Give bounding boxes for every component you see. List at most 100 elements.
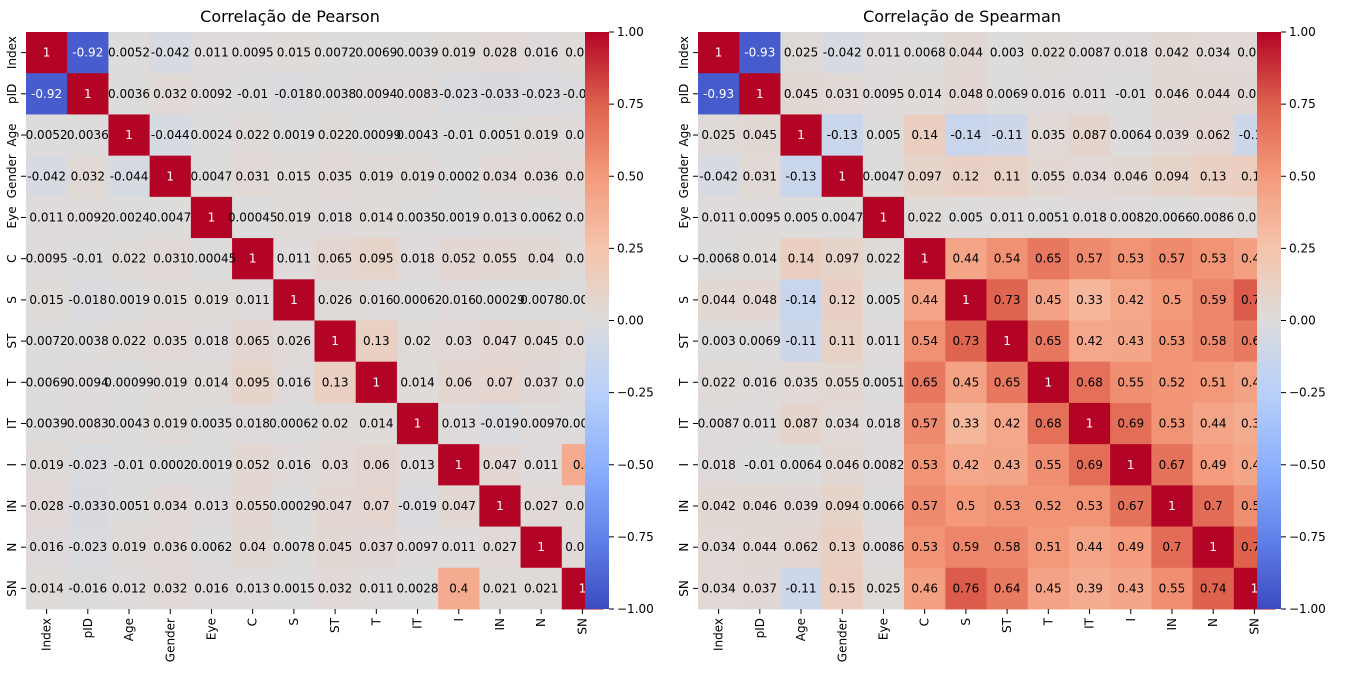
pearson-cell-label: 0.032 [153, 87, 187, 101]
spearman-cell-pID-I [1110, 73, 1152, 115]
pearson-cell-label: 0.0036 [67, 128, 109, 142]
pearson-cell-Index-Index [26, 32, 68, 74]
spearman-cell-label: 0.0051 [862, 375, 904, 389]
pearson-cell-Age-S [273, 114, 315, 157]
pearson-cell-Eye-Index [26, 196, 68, 239]
spearman-cell-label: 0.0069 [739, 334, 781, 348]
pearson-cell-label: 1 [331, 334, 339, 348]
pearson-cell-label: 0.00062 [269, 417, 319, 431]
spearman-cell-label: 0.46 [911, 581, 938, 595]
spearman-cell-label: 0.49 [1117, 540, 1144, 554]
spearman-cell-N-Age [780, 526, 823, 569]
pearson-cell-label: -0.023 [439, 87, 478, 101]
spearman-cell-C-IN [1151, 238, 1194, 280]
pearson-cell-label: 0.13 [363, 334, 390, 348]
spearman-cell-label: 0.045 [784, 87, 818, 101]
spearman-cell-label: 0.55 [1035, 458, 1062, 472]
spearman-cell-label: 0.046 [1155, 87, 1189, 101]
spearman-cell-pID-Gender [821, 73, 864, 115]
spearman-cell-label: 0.0082 [1110, 210, 1152, 224]
spearman-y-tick-label: ST [677, 333, 691, 349]
spearman-cell-Index-pID [739, 32, 781, 74]
spearman-cell-label: 0.39 [1076, 581, 1103, 595]
spearman-cell-SN-IN [1151, 567, 1194, 610]
pearson-cell-label: 0.011 [442, 540, 476, 554]
spearman-cell-SN-T [1027, 567, 1070, 610]
pearson-cell-Gender-Index [26, 155, 68, 198]
spearman-cell-label: 0.53 [911, 540, 938, 554]
pearson-cell-label: 0.016 [524, 46, 558, 60]
pearson-cell-T-C [232, 361, 274, 404]
spearman-cell-Index-IT [1068, 32, 1111, 74]
pearson-cell-ST-I [438, 320, 480, 363]
spearman-x-tick-label: IN [1165, 618, 1179, 631]
pearson-cell-pID-ST [314, 73, 357, 115]
pearson-cell-pID-IN [479, 73, 522, 115]
pearson-cell-label: 0.0019 [438, 210, 480, 224]
pearson-cell-IT-IN [479, 402, 522, 445]
pearson-cell-SN-T [355, 567, 398, 610]
spearman-cell-Age-N [1192, 114, 1235, 157]
pearson-cell-label: -0.016 [68, 581, 107, 595]
pearson-cell-label: 0.0019 [190, 458, 232, 472]
pearson-cell-T-I [438, 361, 480, 404]
spearman-cell-label: 0.12 [829, 293, 856, 307]
spearman-cell-ST-ST [986, 320, 1029, 363]
spearman-colorbar-tick-label: −1.00 [1289, 602, 1326, 616]
pearson-cell-label: 0.013 [483, 210, 517, 224]
spearman-cell-label: 0.43 [994, 458, 1021, 472]
spearman-cell-S-Gender [821, 279, 864, 321]
spearman-cell-ST-IN [1151, 320, 1194, 363]
pearson-cell-C-I [438, 238, 480, 280]
spearman-cell-labels: 1 -0.93 0.025 -0.042 0.011 0.0068 0.044 0.003 0.… [698, 46, 1272, 596]
pearson-cell-label: 0.0094 [67, 375, 109, 389]
pearson-cell-Gender-Gender [149, 155, 192, 198]
pearson-cell-N-IN [479, 526, 522, 569]
spearman-cell-C-T [1027, 238, 1070, 280]
pearson-y-tick-label: C [5, 254, 19, 262]
pearson-cell-label: 0.052 [236, 458, 270, 472]
spearman-cell-label: 0.005 [866, 128, 900, 142]
pearson-cell-label: 0.028 [483, 46, 517, 60]
spearman-cell-label: 0.14 [788, 252, 815, 266]
pearson-cell-ST-Index [26, 320, 68, 363]
spearman-cell-pID-Eye [862, 73, 905, 115]
spearman-cell-pID-pID [739, 73, 781, 115]
pearson-cell-SN-C [232, 567, 274, 610]
pearson-cell-T-T [355, 361, 398, 404]
pearson-cell-label: 0.0051 [108, 499, 150, 513]
pearson-cell-label: 1 [166, 169, 174, 183]
spearman-cell-Gender-IN [1151, 155, 1194, 198]
spearman-cell-C-Age [780, 238, 823, 280]
spearman-cell-IN-N [1192, 485, 1235, 528]
pearson-cell-label: 0.0035 [397, 210, 439, 224]
spearman-cell-IT-pID [739, 402, 781, 445]
pearson-cell-ST-S [273, 320, 315, 363]
spearman-cell-T-I [1110, 361, 1152, 404]
pearson-cell-Eye-N [520, 196, 563, 239]
pearson-colorbar [585, 32, 609, 609]
pearson-cell-label: 0.034 [153, 499, 187, 513]
pearson-cell-SN-S [273, 567, 315, 610]
spearman-cell-label: 0.65 [1035, 252, 1062, 266]
pearson-cell-label: 0.013 [236, 581, 270, 595]
pearson-cell-label: 0.016 [359, 293, 393, 307]
pearson-cell-label: 0.012 [112, 581, 146, 595]
spearman-cell-ST-C [904, 320, 946, 363]
spearman-cell-label: 1 [1086, 417, 1094, 431]
pearson-cell-label: 0.0092 [190, 87, 232, 101]
pearson-y-tick-label: pID [5, 84, 19, 104]
pearson-cell-label: -0.033 [68, 499, 107, 513]
pearson-cell-C-C [232, 238, 274, 280]
spearman-y-axis-ticks: Index pID Age Gender Eye C S ST T IT I IN N SN [677, 36, 698, 597]
pearson-cell-Gender-S [273, 155, 315, 198]
spearman-cell-ST-Eye [862, 320, 905, 363]
spearman-colorbar-tick-label: −0.25 [1289, 386, 1326, 400]
spearman-cell-IN-ST [986, 485, 1029, 528]
pearson-cell-Gender-T [355, 155, 398, 198]
spearman-cell-label: -0.93 [703, 87, 734, 101]
spearman-cell-SN-ST [986, 567, 1029, 610]
spearman-cell-T-Age [780, 361, 823, 404]
pearson-cell-Eye-T [355, 196, 398, 239]
pearson-cell-ST-Gender [149, 320, 192, 363]
